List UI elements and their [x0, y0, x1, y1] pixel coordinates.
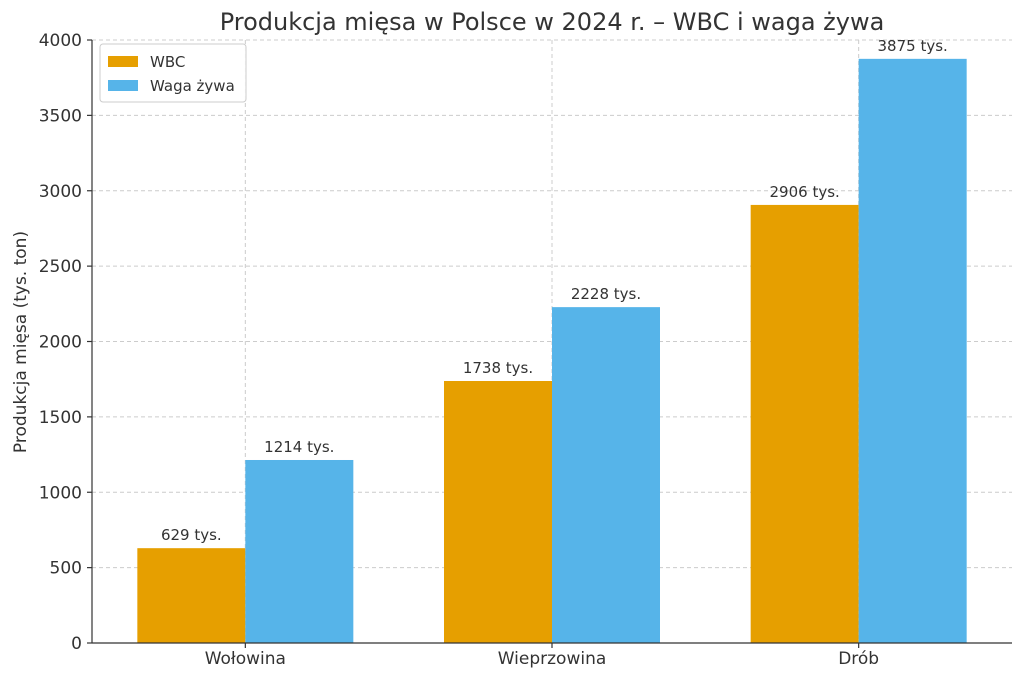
bar-wbc-drob [750, 204, 859, 643]
legend-label-waga-zywa: Waga żywa [150, 77, 235, 95]
y-tick-label: 2500 [39, 257, 82, 277]
bar-wbc-wieprzowina [444, 380, 552, 643]
bar-waga-zywa-wolowina [245, 459, 354, 643]
y-tick-label: 500 [50, 559, 82, 579]
legend-label-wbc: WBC [150, 53, 185, 71]
bar-waga-zywa-drob [858, 58, 967, 643]
y-tick-label: 2000 [39, 333, 82, 353]
data-label-wbc-wieprzowina: 1738 tys. [463, 359, 533, 377]
y-axis-label: Produkcja mięsa (tys. ton) [11, 231, 31, 453]
y-tick-label: 3500 [39, 106, 82, 126]
x-tick-label-drob: Drób [838, 649, 879, 669]
bar-wbc-wolowina [137, 548, 246, 643]
data-labels-layer: 629 tys. 1214 tys. 1738 tys. 2228 tys. 2906 … [161, 37, 948, 544]
data-label-wbc-drob: 2906 tys. [770, 183, 840, 201]
y-tick-label: 1500 [39, 408, 82, 428]
data-label-wbc-wolowina: 629 tys. [161, 526, 222, 544]
data-label-waga-zywa-drob: 3875 tys. [878, 37, 948, 55]
bars-layer [137, 58, 967, 643]
bar-waga-zywa-wieprzowina [552, 307, 660, 643]
y-tick-label: 4000 [39, 31, 82, 51]
legend-swatch-waga-zywa [108, 80, 138, 91]
y-tick-label: 1000 [39, 483, 82, 503]
data-label-waga-zywa-wieprzowina: 2228 tys. [571, 285, 641, 303]
x-tick-label-wolowina: Wołowina [205, 649, 286, 669]
axes-layer: 0 500 1000 1500 2000 2500 3000 3500 4000 Wołowina… [39, 31, 1012, 669]
data-label-waga-zywa-wolowina: 1214 tys. [264, 438, 334, 456]
x-tick-label-wieprzowina: Wieprzowina [498, 649, 607, 669]
chart-title: Produkcja mięsa w Polsce w 2024 r. – WBC… [220, 8, 885, 36]
y-tick-label: 0 [71, 634, 82, 654]
y-tick-label: 3000 [39, 182, 82, 202]
legend: WBC Waga żywa [99, 43, 247, 103]
legend-swatch-wbc [108, 56, 138, 67]
